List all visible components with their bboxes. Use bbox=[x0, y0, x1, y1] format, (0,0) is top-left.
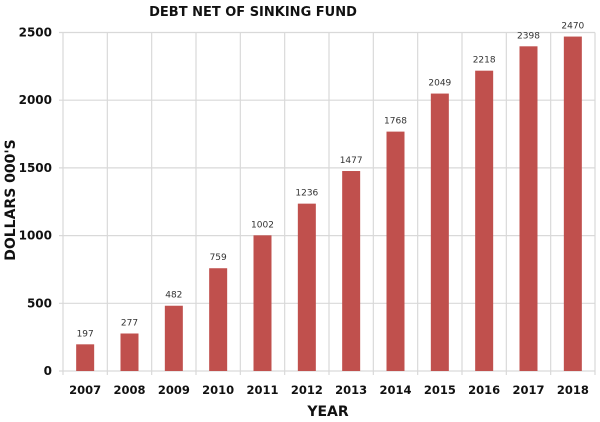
bar bbox=[297, 203, 316, 371]
bars: 197 277 482 759 1002 1236 1477 1768 2049 2218 2398… bbox=[76, 22, 585, 372]
data-label: 2470 bbox=[561, 22, 584, 32]
bar bbox=[519, 46, 538, 372]
y-tick-label: 2000 bbox=[19, 93, 52, 107]
y-axis-label: DOLLARS 000'S bbox=[3, 139, 19, 261]
x-tick-label: 2009 bbox=[158, 383, 190, 397]
data-label: 1002 bbox=[251, 220, 274, 230]
x-tick-label: 2011 bbox=[246, 383, 278, 397]
data-label: 1236 bbox=[295, 189, 318, 199]
grid bbox=[59, 31, 596, 375]
x-tick-label: 2012 bbox=[291, 383, 323, 397]
bar bbox=[164, 305, 183, 371]
y-tick-label: 2500 bbox=[19, 26, 52, 40]
bar bbox=[563, 36, 582, 371]
x-axis-ticks: 2007 2008 2009 2010 2011 2012 2013 2014 2015 2016… bbox=[69, 383, 589, 397]
x-tick-label: 2014 bbox=[379, 383, 411, 397]
data-label: 482 bbox=[165, 291, 182, 301]
data-label: 2398 bbox=[517, 31, 540, 41]
data-label: 2049 bbox=[428, 79, 451, 89]
bar bbox=[209, 268, 228, 371]
x-axis-label: YEAR bbox=[306, 404, 349, 420]
y-tick-label: 500 bbox=[27, 296, 52, 310]
data-label: 2218 bbox=[473, 56, 496, 66]
bar bbox=[475, 70, 494, 371]
y-tick-label: 1000 bbox=[19, 229, 52, 243]
data-label: 759 bbox=[210, 253, 227, 263]
data-label: 1477 bbox=[340, 156, 363, 166]
x-tick-label: 2008 bbox=[113, 383, 145, 397]
bar bbox=[386, 131, 405, 371]
data-label: 1768 bbox=[384, 117, 407, 127]
bar bbox=[430, 93, 449, 371]
x-tick-label: 2018 bbox=[557, 383, 589, 397]
y-tick-label: 1500 bbox=[19, 161, 52, 175]
bar bbox=[253, 235, 272, 371]
chart-title: DEBT NET OF SINKING FUND bbox=[149, 5, 357, 20]
data-label: 277 bbox=[121, 318, 138, 328]
x-tick-label: 2015 bbox=[424, 383, 456, 397]
x-tick-label: 2016 bbox=[468, 383, 500, 397]
bar bbox=[342, 171, 361, 371]
y-axis-ticks: 0 500 1000 1500 2000 2500 bbox=[19, 26, 52, 379]
bar bbox=[120, 333, 139, 371]
x-tick-label: 2013 bbox=[335, 383, 367, 397]
x-tick-label: 2010 bbox=[202, 383, 234, 397]
bar bbox=[76, 344, 95, 371]
x-tick-label: 2007 bbox=[69, 383, 101, 397]
data-label: 197 bbox=[77, 329, 94, 339]
x-tick-label: 2017 bbox=[512, 383, 544, 397]
y-tick-label: 0 bbox=[44, 364, 52, 378]
